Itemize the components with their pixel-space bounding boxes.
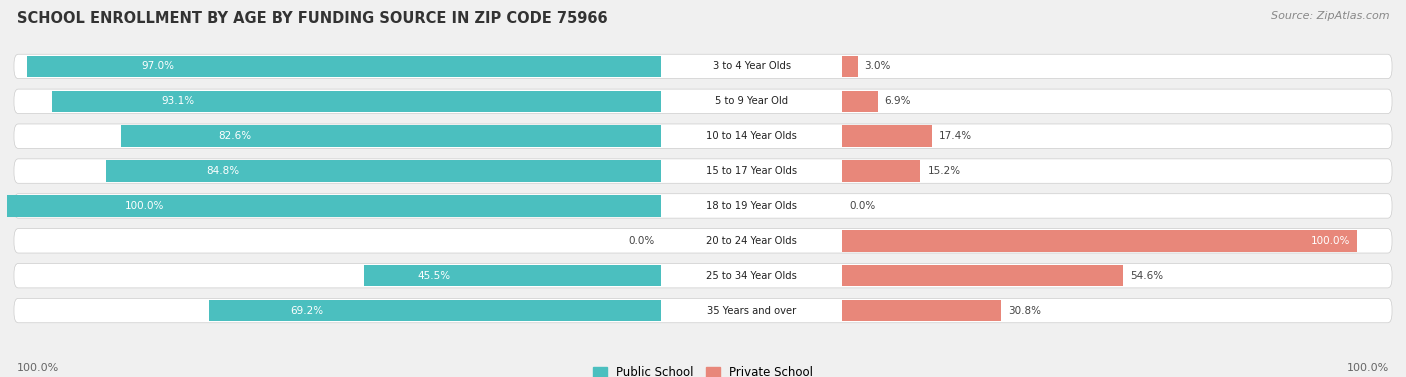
Text: 100.0%: 100.0%	[1310, 236, 1350, 246]
FancyBboxPatch shape	[14, 194, 1392, 218]
Bar	[842, 126, 932, 147]
Text: 100.0%: 100.0%	[125, 201, 165, 211]
Text: 0.0%: 0.0%	[849, 201, 876, 211]
Bar	[121, 126, 661, 147]
FancyBboxPatch shape	[14, 228, 1392, 253]
Bar	[842, 265, 1123, 287]
Text: 45.5%: 45.5%	[418, 271, 450, 281]
FancyBboxPatch shape	[14, 264, 1392, 288]
Bar	[7, 195, 661, 217]
Text: 100.0%: 100.0%	[17, 363, 59, 373]
FancyBboxPatch shape	[14, 89, 1392, 113]
Bar	[52, 90, 661, 112]
Bar	[842, 160, 921, 182]
Text: 82.6%: 82.6%	[218, 131, 252, 141]
Text: Source: ZipAtlas.com: Source: ZipAtlas.com	[1271, 11, 1389, 21]
Bar	[364, 265, 661, 287]
FancyBboxPatch shape	[14, 124, 1392, 149]
FancyBboxPatch shape	[14, 298, 1392, 323]
Text: 3.0%: 3.0%	[865, 61, 891, 72]
Text: 93.1%: 93.1%	[162, 96, 195, 106]
Text: 69.2%: 69.2%	[290, 305, 323, 316]
Bar	[842, 300, 1001, 321]
Text: 20 to 24 Year Olds: 20 to 24 Year Olds	[706, 236, 797, 246]
Text: 15.2%: 15.2%	[928, 166, 960, 176]
Text: 15 to 17 Year Olds: 15 to 17 Year Olds	[706, 166, 797, 176]
Text: 5 to 9 Year Old: 5 to 9 Year Old	[716, 96, 789, 106]
Text: 30.8%: 30.8%	[1008, 305, 1040, 316]
Text: 100.0%: 100.0%	[1347, 363, 1389, 373]
Text: 84.8%: 84.8%	[207, 166, 239, 176]
Text: 6.9%: 6.9%	[884, 96, 911, 106]
Bar	[842, 230, 1357, 251]
Text: 35 Years and over: 35 Years and over	[707, 305, 796, 316]
FancyBboxPatch shape	[14, 159, 1392, 183]
Bar	[107, 160, 661, 182]
Text: 0.0%: 0.0%	[628, 236, 654, 246]
Text: 18 to 19 Year Olds: 18 to 19 Year Olds	[706, 201, 797, 211]
Text: 3 to 4 Year Olds: 3 to 4 Year Olds	[713, 61, 790, 72]
Bar	[842, 90, 877, 112]
Text: 97.0%: 97.0%	[141, 61, 174, 72]
Legend: Public School, Private School: Public School, Private School	[588, 361, 818, 377]
Bar	[27, 56, 661, 77]
Text: 10 to 14 Year Olds: 10 to 14 Year Olds	[706, 131, 797, 141]
Text: 54.6%: 54.6%	[1130, 271, 1164, 281]
Text: 25 to 34 Year Olds: 25 to 34 Year Olds	[706, 271, 797, 281]
Text: 17.4%: 17.4%	[939, 131, 972, 141]
Bar	[208, 300, 661, 321]
FancyBboxPatch shape	[14, 54, 1392, 79]
Bar	[842, 56, 858, 77]
Text: SCHOOL ENROLLMENT BY AGE BY FUNDING SOURCE IN ZIP CODE 75966: SCHOOL ENROLLMENT BY AGE BY FUNDING SOUR…	[17, 11, 607, 26]
